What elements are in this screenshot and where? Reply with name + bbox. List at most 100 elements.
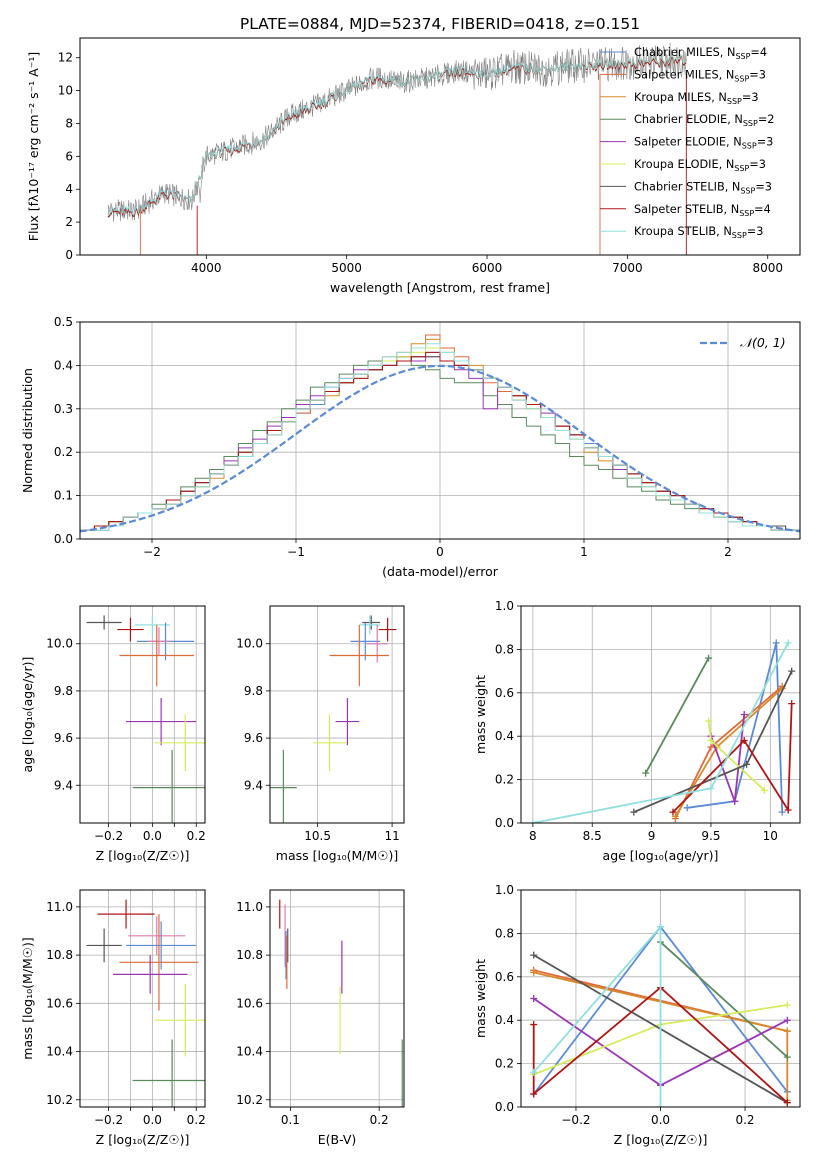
x-tick-label: 0.2	[370, 1113, 389, 1127]
y-tick-label: 0.8	[495, 642, 514, 656]
weight-marker	[788, 700, 796, 708]
weight-marker	[783, 1016, 791, 1024]
plot-area	[86, 899, 205, 1107]
y-tick-label: 10.6	[236, 996, 263, 1010]
errorbar-point	[86, 928, 122, 963]
x-tick-label: 2	[724, 545, 732, 559]
legend-label-text: Chabrier ELODIE, N	[634, 113, 743, 126]
y-tick-label: 9.4	[244, 778, 263, 792]
legend-label-text: Kroupa STELIB, N	[634, 225, 732, 238]
weight-marker	[731, 797, 739, 805]
x-tick-label: 9.5	[701, 829, 720, 843]
weight-line-1	[687, 642, 784, 813]
errorbar-point	[126, 697, 197, 746]
y-tick-label: 0.1	[54, 489, 73, 503]
legend-label-suffix: =3	[757, 136, 774, 149]
x-tick-label: 0.1	[281, 1113, 300, 1127]
y-tick-label: 4	[65, 182, 73, 196]
y-axis-label: mass [log₁₀(M/M☉)]	[20, 937, 35, 1059]
plot-area	[279, 899, 403, 1107]
weight-line-4	[644, 657, 710, 774]
y-tick-label: 10.6	[46, 996, 73, 1010]
x-tick-label: 0.0	[143, 829, 162, 843]
errorbar-point	[154, 984, 205, 1057]
x-tick-label: −1	[287, 545, 305, 559]
weight-marker	[707, 784, 715, 792]
legend-label-normal: 𝒩(0, 1)	[740, 335, 786, 350]
x-tick-label: −0.2	[561, 1113, 590, 1127]
errorbar-point	[154, 714, 205, 772]
mass-vs-z-panel: −0.2 0.0 0.2 10.2 10.4 10.6 10.8 11.0 Z [log₁₀(Z…	[20, 889, 206, 1147]
y-tick-label: 10.2	[46, 1093, 73, 1107]
errorbar-point	[97, 899, 155, 929]
errorbar-point	[119, 914, 199, 1011]
legend-label-text: Kroupa MILES, N	[634, 91, 727, 104]
y-tick-label: 11.0	[46, 900, 73, 914]
y-axis-label: Normed distribution	[20, 368, 35, 493]
weight-marker	[642, 769, 650, 777]
y-tick-label: 10.0	[236, 637, 263, 651]
legend-label-text: Salpeter ELODIE, N	[634, 136, 742, 149]
legend-label-sub: SSP	[732, 231, 747, 240]
x-tick-label: 6000	[472, 261, 503, 275]
weight-marker	[669, 808, 677, 816]
errorbar-point	[147, 627, 170, 656]
y-tick-label: 8	[65, 116, 73, 130]
residuals-panel: −2 −1 0 1 2 0.0 0.1 0.2 0.3 0.4 0.5 (data-model)/er…	[20, 315, 801, 579]
legend-label-sub: SSP	[735, 52, 750, 61]
legend-label-suffix: =3	[749, 68, 766, 81]
legend-label: Chabrier STELIB, NSSP=3	[634, 180, 772, 195]
y-axis-label: age [log₁₀(age/yr)]	[20, 657, 35, 773]
y-tick-label: 9.4	[54, 778, 73, 792]
y-tick-label: 9.8	[244, 684, 263, 698]
y-tick-label: 0.0	[495, 816, 514, 830]
weight-marker	[707, 743, 715, 751]
weight-marker	[778, 808, 786, 816]
errorbar-point	[117, 617, 144, 642]
axes-frame	[79, 889, 206, 1108]
x-tick-label: 7000	[612, 261, 643, 275]
legend-label-text: Chabrier STELIB, N	[634, 180, 740, 193]
errorbar-point	[132, 1039, 205, 1107]
weight-marker	[530, 1090, 538, 1098]
weight-marker	[788, 667, 796, 675]
axes-frame	[269, 889, 405, 1108]
weight-marker	[530, 1021, 538, 1029]
y-tick-label: 6	[65, 149, 73, 163]
y-tick-label: 0.2	[495, 773, 514, 787]
y-tick-label: 0.4	[54, 358, 73, 372]
weight-line-9	[532, 642, 789, 823]
weight-vs-age-panel: 8 8.5 9 9.5 10 0.0 0.2 0.4 0.6 0.8 1.0 age [log₁₀(a…	[473, 599, 801, 863]
weight-marker	[707, 737, 715, 745]
errorbar-point	[126, 921, 197, 970]
errorbar-point	[128, 916, 186, 956]
weight-marker	[671, 812, 679, 820]
x-tick-label: 11	[384, 829, 399, 843]
errorbar-point	[132, 749, 205, 823]
axes-frame	[520, 605, 801, 824]
legend-label-sub: SSP	[740, 186, 755, 195]
y-tick-label: 0.8	[495, 926, 514, 940]
y-tick-label: 10	[58, 84, 73, 98]
plot-area	[529, 639, 796, 823]
x-tick-label: 10	[763, 829, 778, 843]
weight-marker	[530, 951, 538, 959]
spectrum-plot-area	[107, 42, 687, 255]
weight-marker	[740, 711, 748, 718]
weight-marker	[743, 760, 751, 768]
x-tick-label: 0	[436, 545, 444, 559]
y-tick-label: 0.0	[54, 532, 73, 546]
weight-marker	[683, 804, 691, 812]
x-tick-label: 0.0	[651, 1113, 670, 1127]
weight-marker	[783, 1099, 791, 1107]
plot-area	[530, 923, 791, 1107]
x-tick-label: 0.2	[187, 1113, 206, 1127]
y-tick-label: 10.4	[236, 1045, 263, 1059]
weight-marker	[705, 717, 713, 725]
x-tick-label: 0.0	[143, 1113, 162, 1127]
weight-marker	[530, 995, 538, 1002]
axes-frame	[520, 889, 801, 1108]
legend-label-suffix: =4	[754, 203, 771, 216]
y-tick-label: 0.5	[54, 315, 73, 329]
